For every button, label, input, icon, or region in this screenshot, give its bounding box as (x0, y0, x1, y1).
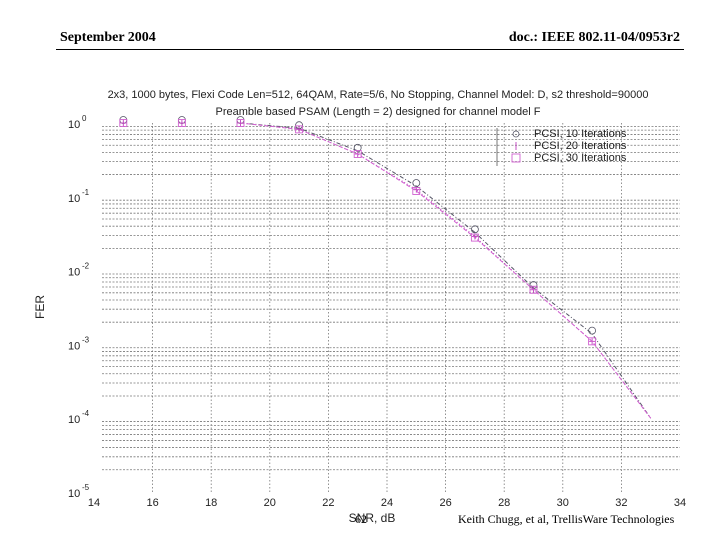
svg-text:PCSI, 30 Iterations: PCSI, 30 Iterations (534, 152, 627, 164)
chart-title: 2x3, 1000 bytes, Flexi Code Len=512, 64Q… (108, 89, 649, 101)
svg-text:26: 26 (439, 497, 451, 509)
svg-text:PCSI, 20 Iterations: PCSI, 20 Iterations (534, 140, 627, 152)
svg-text:-3: -3 (82, 335, 90, 344)
svg-text:14: 14 (88, 497, 100, 509)
svg-text:10: 10 (68, 414, 80, 426)
y-axis-label: FER (33, 295, 47, 319)
svg-text:10: 10 (68, 193, 80, 205)
header-doc-id: doc.: IEEE 802.11-04/0953r2 (508, 30, 680, 45)
svg-text:32: 32 (615, 497, 627, 509)
svg-text:PCSI, 10 Iterations: PCSI, 10 Iterations (534, 128, 627, 140)
footer-author: Keith Chugg, et al, TrellisWare Technolo… (458, 512, 675, 526)
grid-lines (102, 123, 680, 492)
svg-text:-4: -4 (82, 409, 90, 418)
data-series (119, 116, 652, 419)
svg-text:0: 0 (82, 114, 87, 123)
svg-text:16: 16 (146, 497, 158, 509)
svg-text:30: 30 (557, 497, 569, 509)
header-rule (56, 49, 684, 50)
svg-text:22: 22 (322, 497, 334, 509)
header-date: September 2004 (60, 30, 156, 45)
svg-text:-2: -2 (82, 262, 90, 271)
x-axis-ticks: 14 16 18 20 22 24 26 28 30 32 34 (88, 497, 686, 509)
svg-text:-1: -1 (82, 188, 90, 197)
chart-subtitle: Preamble based PSAM (Length = 2) designe… (216, 106, 541, 118)
svg-text:-5: -5 (82, 483, 90, 492)
svg-text:34: 34 (674, 497, 686, 509)
svg-text:28: 28 (498, 497, 510, 509)
svg-text:10: 10 (68, 267, 80, 279)
svg-text:10: 10 (68, 340, 80, 352)
svg-text:18: 18 (205, 497, 217, 509)
svg-text:20: 20 (264, 497, 276, 509)
svg-text:24: 24 (381, 497, 393, 509)
svg-text:10: 10 (68, 488, 80, 500)
svg-text:10: 10 (68, 119, 80, 131)
x-axis-label: SNR, dB (349, 511, 396, 525)
page-number: 62 (355, 512, 367, 526)
